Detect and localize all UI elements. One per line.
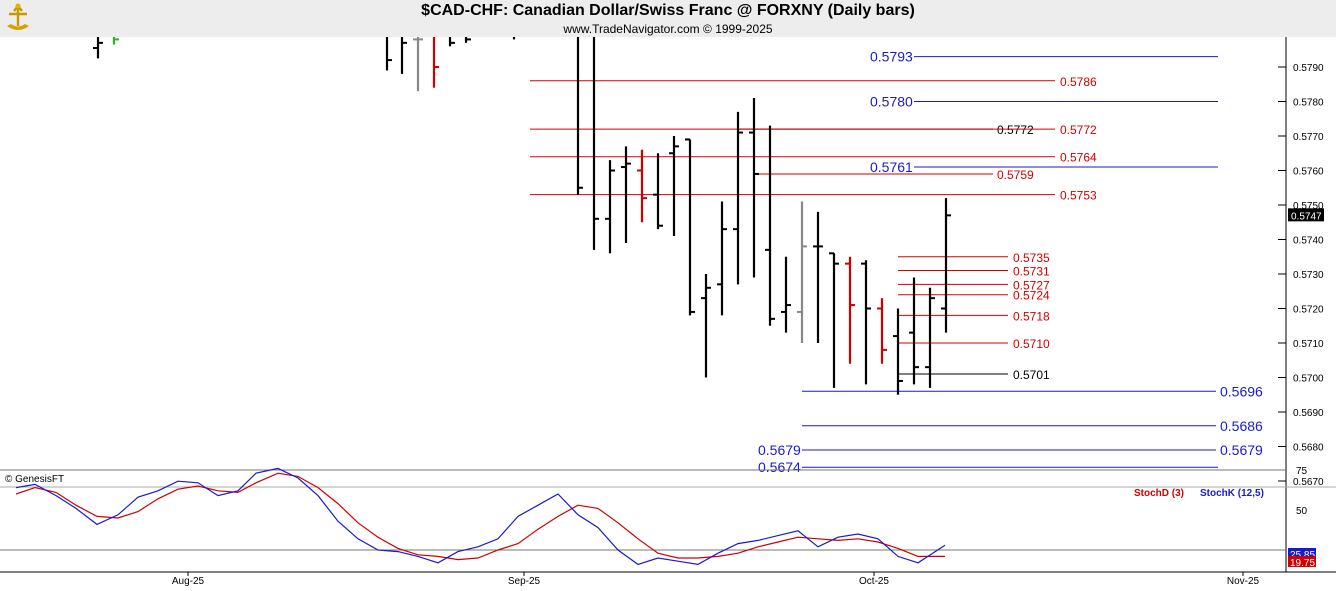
y-tick-label: 0.5690: [1293, 408, 1324, 419]
y-tick-label: 0.5730: [1293, 270, 1324, 281]
ohlc-bar: [605, 160, 615, 254]
chart-header: $CAD-CHF: Canadian Dollar/Swiss Franc @ …: [0, 0, 1336, 37]
ohlc-bar: [797, 201, 807, 343]
level-label: 0.5764: [1060, 151, 1097, 165]
level-label: 0.5710: [1013, 337, 1050, 351]
ohlc-bar: [765, 125, 775, 326]
ohlc-bar: [685, 138, 695, 316]
level-label: 0.5753: [1060, 189, 1097, 203]
ohlc-bar: [717, 201, 727, 316]
y-axis: 0.5670 0.5680 0.5690 0.5700 0.5710 0.5720 0.57…: [1278, 63, 1324, 488]
ohlc-bar: [413, 37, 423, 92]
stoch-tick-label: 75: [1296, 466, 1308, 477]
x-tick-label: Nov-25: [1227, 576, 1260, 587]
ohlc-bar: [829, 252, 839, 388]
ohlc-bar: [432, 37, 439, 88]
ohlc-bar: [112, 37, 119, 45]
ohlc-bar: [621, 146, 631, 243]
ohlc-bar: [448, 37, 455, 47]
stoch-value-label: 25.85: [1290, 550, 1315, 561]
ohlc-bar: [941, 198, 951, 333]
vendor-label: © GenesisFT: [5, 474, 65, 485]
level-label: 0.5674: [758, 459, 801, 475]
level-label: 0.5772: [1060, 123, 1097, 137]
genesis-logo-icon: [7, 3, 29, 30]
y-tick-label: 0.5750: [1293, 201, 1324, 212]
ohlc-bar: [637, 149, 647, 223]
ohlc-bar: [669, 136, 679, 237]
stoch-series-line: [15, 472, 945, 561]
ohlc-bar: [909, 277, 919, 385]
ohlc-bar: [653, 153, 663, 230]
ohlc-bar: [749, 98, 759, 278]
y-tick-label: 0.5710: [1293, 339, 1324, 350]
level-label: 0.5780: [870, 94, 913, 110]
ohlc-bar: [701, 274, 711, 378]
level-label: 0.5786: [1060, 75, 1097, 89]
level-label: 0.5724: [1013, 289, 1050, 303]
y-tick-label: 0.5740: [1293, 236, 1324, 247]
ohlc-bar: [592, 37, 599, 250]
chart-title: $CAD-CHF: Canadian Dollar/Swiss Franc @ …: [421, 2, 915, 19]
ohlc-bar: [861, 260, 871, 385]
support-resistance-levels: 0.5793 0.5786 0.5780 0.5772 0.5772 0.5764 0.57…: [530, 49, 1263, 475]
level-label: 0.5701: [1013, 368, 1050, 382]
level-label: 0.5727: [1013, 278, 1050, 292]
ohlc-bar: [385, 37, 392, 71]
ohlc-bar: [464, 37, 471, 43]
ohlc-bar: [877, 298, 887, 364]
ohlc-bar: [845, 256, 855, 364]
y-tick-label: 0.5780: [1293, 98, 1324, 109]
y-tick-label: 0.5790: [1293, 63, 1324, 74]
stoch-value-label: 19.75: [1290, 558, 1315, 569]
y-tick-label: 0.5700: [1293, 374, 1324, 385]
level-label: 0.5679: [1220, 442, 1263, 458]
legend-stoch-k: StochK (12,5): [1200, 488, 1264, 499]
price-bars: [93, 37, 951, 395]
stoch-value-tag: [1288, 548, 1316, 559]
ohlc-bar: [893, 308, 903, 395]
level-label: 0.5735: [1013, 251, 1050, 265]
y-tick-label: 0.5680: [1293, 443, 1324, 454]
legend-stoch-d: StochD (3): [1134, 488, 1184, 499]
ohlc-bar: [925, 287, 935, 388]
last-price-label: 0.5747: [1291, 211, 1322, 222]
last-price-tag: [1288, 208, 1324, 222]
chart-subtitle: www.TradeNavigator.com © 1999-2025: [563, 22, 773, 36]
ohlc-bar: [576, 37, 583, 195]
stoch-value-tag: [1288, 556, 1316, 567]
level-label: 0.5718: [1013, 309, 1050, 323]
x-tick-label: Oct-25: [859, 576, 889, 587]
level-label: 0.5793: [870, 49, 913, 65]
x-tick-label: Aug-25: [172, 576, 205, 587]
panel-borders: [0, 37, 1336, 573]
level-label: 0.5731: [1013, 265, 1050, 279]
level-label: 0.5686: [1220, 418, 1263, 434]
ohlc-bar: [400, 37, 407, 74]
stoch-series-line: [15, 467, 946, 566]
y-tick-label: 0.5720: [1293, 305, 1324, 316]
ohlc-bar: [781, 256, 791, 333]
level-label: 0.5761: [870, 159, 913, 175]
level-label: 0.5759: [997, 168, 1034, 182]
y-tick-label: 0.5770: [1293, 132, 1324, 143]
level-label: 0.5696: [1220, 383, 1263, 399]
ohlc-bar: [733, 111, 743, 285]
ohlc-bar: [813, 211, 823, 343]
y-tick-label: 0.5760: [1293, 167, 1324, 178]
x-axis: Aug-25 Sep-25 Oct-25 Nov-25: [172, 572, 1260, 587]
level-label: 0.5772: [997, 123, 1034, 137]
ohlc-bar: [93, 37, 103, 59]
y-tick-label: 0.5670: [1293, 477, 1324, 488]
x-tick-label: Sep-25: [508, 576, 541, 587]
indicator-panel: [0, 487, 1286, 572]
level-label: 0.5679: [758, 442, 801, 458]
stoch-tick-label: 50: [1296, 506, 1308, 517]
